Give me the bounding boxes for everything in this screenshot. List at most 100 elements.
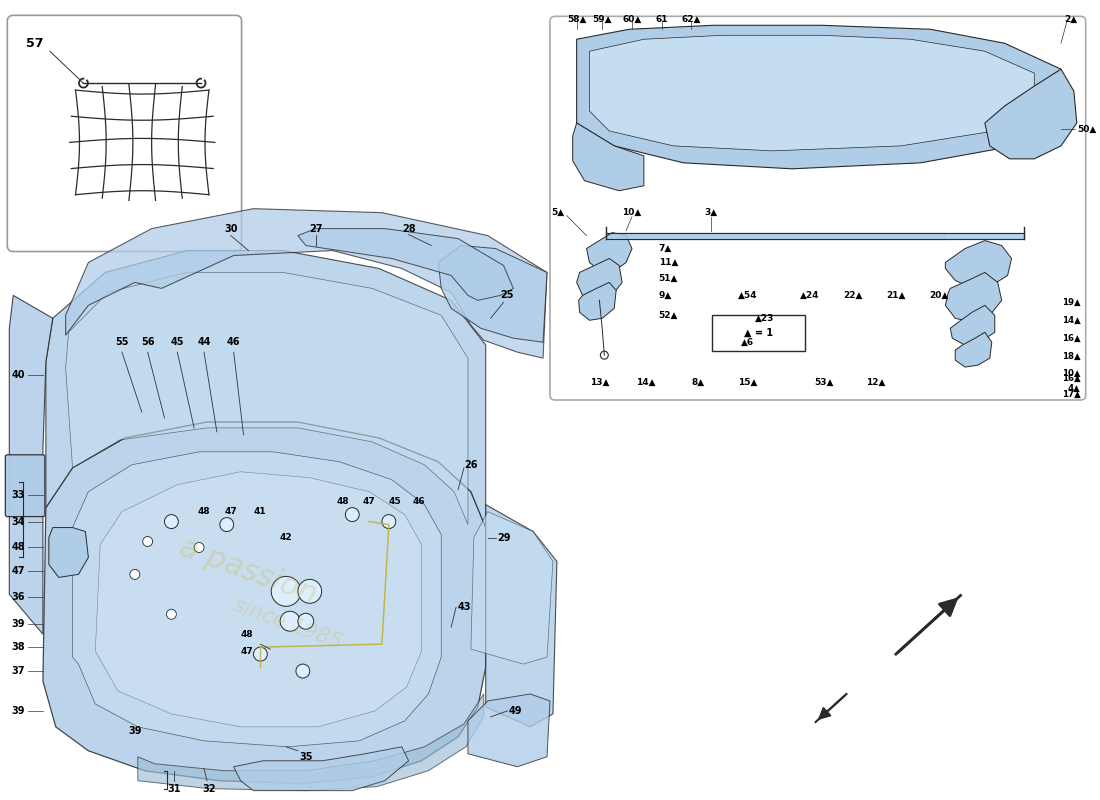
Polygon shape [579,282,616,320]
Text: 50▲: 50▲ [1077,125,1096,134]
Polygon shape [9,295,53,634]
Text: 39: 39 [128,726,142,736]
Text: 10▲: 10▲ [1063,369,1081,378]
Polygon shape [48,527,88,578]
Text: 40: 40 [11,370,25,380]
Text: 45: 45 [388,497,401,506]
FancyBboxPatch shape [712,315,805,351]
Text: 46: 46 [412,497,425,506]
Text: 59▲: 59▲ [593,15,612,24]
Text: a passion: a passion [176,533,321,610]
Polygon shape [438,246,547,342]
Text: 61: 61 [656,15,668,24]
Text: 5▲: 5▲ [552,208,564,217]
Text: 14▲: 14▲ [1062,316,1081,325]
Text: 3▲: 3▲ [704,208,717,217]
Polygon shape [96,472,421,727]
Text: 17▲: 17▲ [1062,390,1081,398]
Text: 30: 30 [224,223,238,234]
FancyBboxPatch shape [8,15,242,251]
Text: 33: 33 [11,490,25,500]
Text: since 1985: since 1985 [231,595,345,653]
Text: 29: 29 [497,533,510,542]
Polygon shape [233,746,408,790]
Circle shape [143,537,153,546]
Text: 4▲: 4▲ [1068,383,1081,393]
Polygon shape [984,69,1077,159]
Circle shape [130,570,140,579]
Text: ▲ = 1: ▲ = 1 [744,328,773,338]
Circle shape [382,514,396,529]
Polygon shape [576,258,623,300]
FancyBboxPatch shape [6,455,45,517]
Text: 8▲: 8▲ [692,378,705,386]
Circle shape [280,611,300,631]
Polygon shape [486,505,557,727]
Text: 13▲: 13▲ [590,378,609,386]
Polygon shape [950,306,994,345]
Text: ▲24: ▲24 [800,291,820,300]
Polygon shape [43,422,486,784]
Text: 14▲: 14▲ [636,378,656,386]
Text: 7▲: 7▲ [659,244,672,253]
Text: 41: 41 [254,507,266,516]
Text: 47: 47 [240,646,253,656]
Text: 35: 35 [299,752,312,762]
Circle shape [298,579,321,603]
Polygon shape [590,35,1034,151]
Polygon shape [468,694,550,766]
Text: ▲6: ▲6 [741,338,755,346]
Text: 46: 46 [227,338,241,347]
Polygon shape [471,512,553,664]
Text: 45: 45 [170,338,184,347]
Circle shape [345,508,360,522]
Text: 16▲: 16▲ [1063,374,1081,382]
Polygon shape [955,332,992,367]
Polygon shape [586,233,632,273]
Text: 34: 34 [11,517,25,526]
Text: 32: 32 [202,784,216,794]
Text: 47: 47 [363,497,375,506]
Text: 56: 56 [141,338,154,347]
Text: 42: 42 [279,533,293,542]
Text: 39: 39 [11,706,25,716]
Text: 51▲: 51▲ [659,274,678,283]
Circle shape [296,664,310,678]
Text: 62▲: 62▲ [682,15,701,24]
Polygon shape [945,273,1002,322]
Polygon shape [576,26,1062,169]
Polygon shape [298,229,514,300]
Text: 10▲: 10▲ [623,208,641,217]
Text: 28: 28 [402,223,416,234]
Text: 9▲: 9▲ [659,291,672,300]
Text: 49: 49 [508,706,522,716]
Text: 55: 55 [116,338,129,347]
Text: ▲54: ▲54 [738,291,758,300]
Text: 60▲: 60▲ [623,15,641,24]
Text: 43: 43 [458,602,471,612]
Polygon shape [66,273,468,525]
Text: 19▲: 19▲ [1063,298,1081,307]
Circle shape [253,647,267,661]
Text: 48: 48 [198,507,210,516]
Text: 44: 44 [197,338,211,347]
Text: 22▲: 22▲ [844,291,864,300]
Text: 18▲: 18▲ [1063,352,1081,361]
Circle shape [298,614,314,630]
Polygon shape [66,209,547,358]
Text: 31: 31 [167,784,182,794]
Text: 48: 48 [11,542,25,553]
Circle shape [194,542,204,553]
Text: 47: 47 [11,566,25,577]
Circle shape [272,576,301,606]
Text: 26: 26 [464,460,477,470]
Circle shape [220,518,233,531]
Circle shape [166,610,176,619]
Text: 52▲: 52▲ [659,310,678,320]
Text: 53▲: 53▲ [814,378,834,386]
Polygon shape [573,123,644,190]
Text: 37: 37 [11,666,25,676]
Text: 57: 57 [26,37,44,50]
Text: 15▲: 15▲ [738,378,757,386]
Text: 12▲: 12▲ [867,378,886,386]
